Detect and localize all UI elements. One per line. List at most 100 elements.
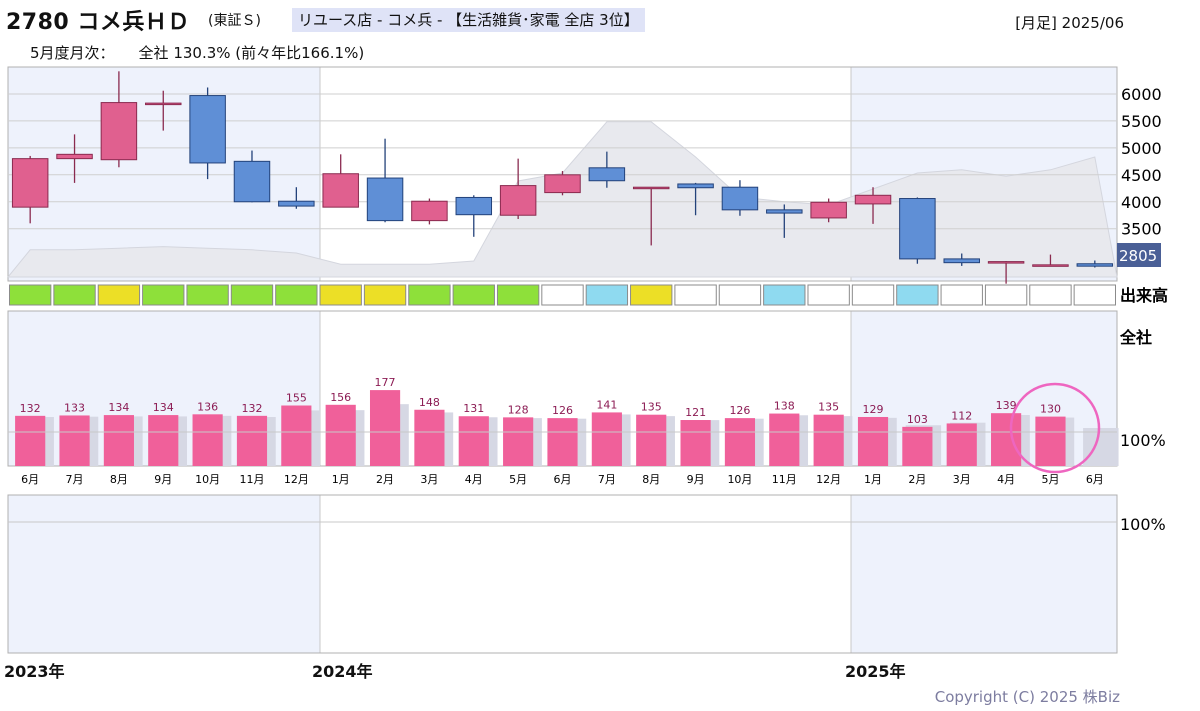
last-price-label: 2805 xyxy=(1119,247,1157,265)
candle-body xyxy=(854,194,892,205)
volume-level-cell xyxy=(585,284,629,306)
monthly-bar-value: 135 xyxy=(641,401,662,414)
monthly-bar-value: 126 xyxy=(729,404,750,417)
candle-body xyxy=(411,200,448,222)
month-tick-label: 1月 xyxy=(864,473,882,486)
monthly-value: 全社 130.3% (前々年比166.1%) xyxy=(138,44,365,62)
candle-body xyxy=(987,261,1025,264)
volume-level-cell xyxy=(496,284,540,306)
monthly-bar-value: 121 xyxy=(685,406,706,419)
exchange-label: (東証Ｓ) xyxy=(208,13,261,29)
price-tick-label: 4500 xyxy=(1121,166,1162,185)
price-tick-label: 5000 xyxy=(1121,139,1162,158)
volume-level-cell xyxy=(97,284,141,306)
candle-body xyxy=(366,177,404,222)
monthly-bar xyxy=(991,413,1022,466)
month-tick-label: 9月 xyxy=(154,473,172,486)
monthly-bar xyxy=(281,405,312,466)
candle-body xyxy=(1032,264,1069,267)
percent-100-label: 100% xyxy=(1120,431,1166,450)
month-tick-label: 8月 xyxy=(110,473,128,486)
volume-level-cell xyxy=(319,284,362,306)
last-price-badge xyxy=(1117,243,1161,267)
monthly-bar-value: 133 xyxy=(64,401,85,414)
stock-title: 2780 コメ兵ＨＤ xyxy=(6,10,190,35)
year-label-2023: 2023年 xyxy=(4,662,65,681)
monthly-bar-value: 134 xyxy=(108,401,129,414)
candle-body xyxy=(588,167,626,182)
monthly-bar xyxy=(902,426,933,466)
monthly-bar-value: 130 xyxy=(1040,403,1061,416)
candle-body xyxy=(233,160,271,203)
month-tick-label: 2月 xyxy=(908,473,926,486)
candle-body xyxy=(899,198,936,260)
candle-body xyxy=(943,258,980,264)
monthly-bar-value: 177 xyxy=(375,376,396,389)
monthly-bar-value: 126 xyxy=(552,404,573,417)
volume-level-cell xyxy=(53,284,96,306)
monthly-bar xyxy=(636,414,667,466)
monthly-bar xyxy=(769,413,800,466)
candle-body xyxy=(810,201,847,219)
volume-level-cell xyxy=(940,284,983,306)
month-tick-label: 3月 xyxy=(953,473,971,486)
candle-body xyxy=(766,209,803,214)
monthly-bar xyxy=(857,416,889,466)
candle-body xyxy=(1076,263,1114,267)
month-tick-label: 10月 xyxy=(195,473,220,486)
month-tick-label: 8月 xyxy=(642,473,660,486)
month-tick-label: 10月 xyxy=(727,473,752,486)
monthly-bar xyxy=(458,416,489,466)
monthly-bar-value: 128 xyxy=(508,403,529,416)
year-label-2025: 2025年 xyxy=(845,662,906,681)
monthly-bar xyxy=(680,420,711,466)
candle-body xyxy=(677,183,714,189)
volume-level-cell xyxy=(718,284,762,306)
month-tick-label: 12月 xyxy=(816,473,841,486)
monthly-bar-value: 156 xyxy=(330,391,351,404)
monthly-bar xyxy=(547,418,578,466)
candle-body xyxy=(632,186,670,190)
price-tick-label: 3500 xyxy=(1121,220,1162,239)
price-tick-label: 5500 xyxy=(1121,112,1162,131)
year-shade-2023 xyxy=(8,495,320,653)
month-tick-label: 12月 xyxy=(284,473,309,486)
month-tick-label: 11月 xyxy=(239,473,264,486)
candle-body xyxy=(544,174,581,194)
monthly-bar xyxy=(148,415,179,466)
monthly-bar xyxy=(236,415,268,466)
volume-level-cell xyxy=(230,284,274,306)
volume-level-cell xyxy=(630,284,673,306)
price-tick-label: 6000 xyxy=(1121,85,1162,104)
candle-body xyxy=(189,95,226,164)
month-tick-label: 6月 xyxy=(554,473,572,486)
monthly-label: 5月度月次： xyxy=(30,44,115,62)
monthly-bar-value: 141 xyxy=(596,398,617,411)
month-tick-label: 5月 xyxy=(1041,473,1059,486)
monthly-bar-value: 129 xyxy=(863,403,884,416)
volume-level-cell xyxy=(186,284,229,306)
category-label: リユース店 - コメ兵 - 【生活雑貨･家電 全店 3位】 xyxy=(292,8,645,32)
month-tick-label: 4月 xyxy=(997,473,1015,486)
candle-body xyxy=(721,186,759,211)
candle-body xyxy=(56,153,93,160)
monthly-bar xyxy=(414,409,445,466)
month-tick-label: 11月 xyxy=(772,473,797,486)
month-tick-label: 4月 xyxy=(465,473,483,486)
monthly-bar xyxy=(724,418,756,466)
monthly-bar xyxy=(325,404,356,466)
volume-level-cell xyxy=(452,284,495,306)
monthly-bar xyxy=(103,415,134,466)
monthly-bar-value: 103 xyxy=(907,413,928,426)
month-tick-label: 2月 xyxy=(376,473,394,486)
monthly-bar-value: 139 xyxy=(996,399,1017,412)
monthly-bar-value: 112 xyxy=(951,409,972,422)
monthly-summary: 5月度月次： 全社 130.3% (前々年比166.1%) xyxy=(30,42,364,63)
panel-frame xyxy=(7,66,1118,282)
volume-level-cell xyxy=(807,284,850,306)
volume-level-cell xyxy=(275,284,318,306)
year-shade-2025 xyxy=(851,495,1117,653)
month-tick-label: 7月 xyxy=(66,473,84,486)
monthly-bar-value: 136 xyxy=(197,400,218,413)
